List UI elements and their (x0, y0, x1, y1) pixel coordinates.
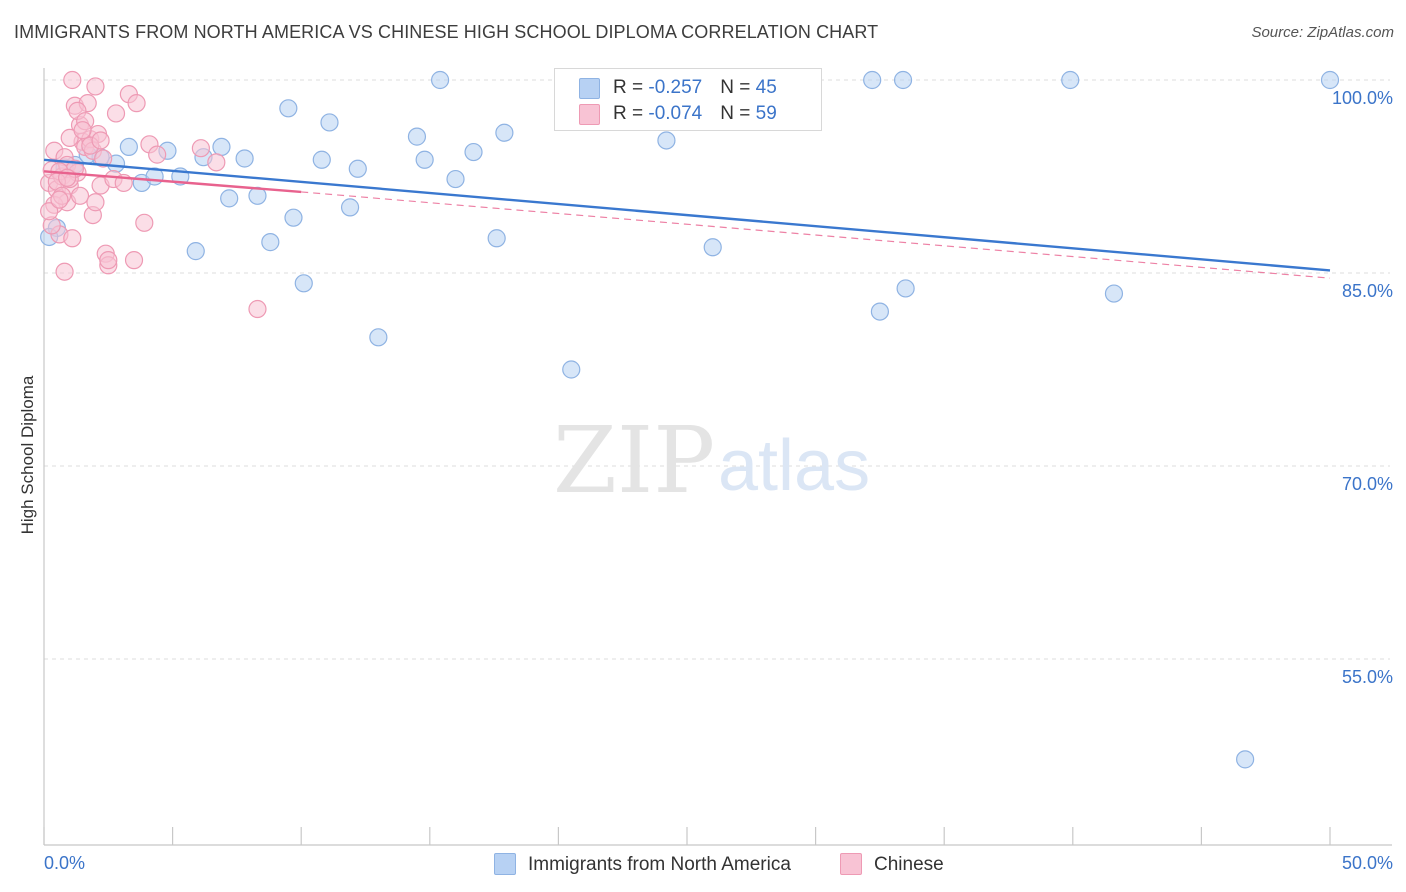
immigrants-point (212, 137, 231, 157)
legend-label: Immigrants from North America (528, 854, 791, 875)
immigrants-point (896, 279, 915, 298)
immigrants-point (464, 142, 483, 162)
y-tick-label: 100.0% (1332, 88, 1393, 108)
correlation-legend: R = -0.257 N = 45 R = -0.074 N = 59 (554, 68, 822, 131)
chinese-point (63, 229, 82, 248)
pink-swatch (840, 853, 862, 875)
data-points (40, 70, 1340, 769)
chinese-point (70, 186, 90, 205)
chinese-point (191, 139, 210, 158)
chinese-point (50, 190, 69, 209)
n-value: 45 (755, 77, 777, 98)
immigrants-point (1320, 70, 1340, 90)
immigrants-point (312, 150, 331, 169)
n-value: 59 (755, 103, 777, 124)
series-legend: Immigrants from North America Chinese (0, 852, 1406, 878)
immigrants-point (320, 113, 339, 132)
immigrants-point (495, 123, 514, 142)
tick-labels: 100.0% 85.0% 70.0% 55.0% 0.0% 50.0% (44, 88, 1393, 873)
immigrants-point (119, 137, 138, 157)
chinese-point (86, 193, 105, 212)
r-value: -0.074 (648, 103, 703, 124)
chinese-trend-line (43, 170, 302, 194)
r-label: R = (613, 77, 649, 98)
x-tick-label: 0.0% (44, 853, 85, 873)
immigrants-point (340, 198, 360, 217)
chinese-point (248, 299, 267, 319)
chinese-point (94, 149, 113, 168)
pink-swatch (579, 104, 600, 125)
immigrants-point (870, 302, 890, 321)
legend-label: Chinese (874, 854, 944, 875)
chinese-point (40, 202, 59, 221)
immigrants-trend-line (43, 158, 1331, 272)
immigrants-point (1236, 750, 1255, 769)
immigrants-point (487, 229, 506, 248)
watermark: ZIP atlas (553, 407, 870, 514)
immigrants-point (220, 189, 239, 208)
y-tick-label: 55.0% (1342, 667, 1393, 687)
chinese-point (135, 213, 154, 232)
n-label: N = (720, 77, 756, 98)
chinese-point (91, 131, 110, 150)
chinese-point (207, 153, 226, 172)
y-tick-label: 70.0% (1342, 474, 1393, 494)
immigrants-point (407, 127, 427, 146)
immigrants-point (235, 149, 254, 168)
chinese-point (124, 251, 144, 270)
chinese-point (99, 251, 118, 270)
chart-title: IMMIGRANTS FROM NORTH AMERICA VS CHINESE… (14, 22, 879, 42)
immigrants-point (562, 360, 581, 379)
immigrants-point (186, 242, 205, 261)
immigrants-point (430, 70, 450, 90)
axes (43, 68, 1392, 846)
x-tick-label: 50.0% (1342, 853, 1393, 873)
immigrants-point (893, 70, 913, 90)
y-tick-label: 85.0% (1342, 281, 1393, 301)
immigrants-point (863, 70, 882, 90)
immigrants-point (1061, 70, 1080, 90)
r-label: R = (613, 103, 649, 124)
immigrants-point (348, 159, 367, 178)
chinese-point (127, 94, 146, 113)
immigrants-point (261, 233, 280, 252)
immigrants-point (369, 328, 388, 347)
chinese-trend-line-dashed (301, 191, 1331, 279)
chinese-point (106, 104, 126, 123)
chinese-point (55, 262, 74, 281)
watermark-zip: ZIP (553, 407, 715, 514)
n-label: N = (720, 103, 756, 124)
watermark-atlas: atlas (718, 426, 870, 506)
blue-swatch (494, 853, 516, 875)
source-credit: Source: ZipAtlas.com (1251, 24, 1394, 41)
immigrants-point (703, 238, 722, 257)
immigrants-point (294, 274, 313, 293)
immigrants-point (446, 169, 465, 189)
chinese-point (63, 70, 82, 90)
chinese-point (86, 77, 105, 96)
immigrants-point (284, 208, 303, 227)
immigrants-point (1104, 284, 1124, 303)
immigrants-point (657, 131, 676, 150)
trend-lines (43, 158, 1331, 279)
immigrants-point (415, 150, 434, 169)
r-value: -0.257 (648, 77, 703, 98)
chinese-point (73, 121, 92, 140)
immigrants-point (279, 99, 298, 118)
blue-swatch (579, 78, 600, 99)
chinese-point (148, 145, 167, 164)
